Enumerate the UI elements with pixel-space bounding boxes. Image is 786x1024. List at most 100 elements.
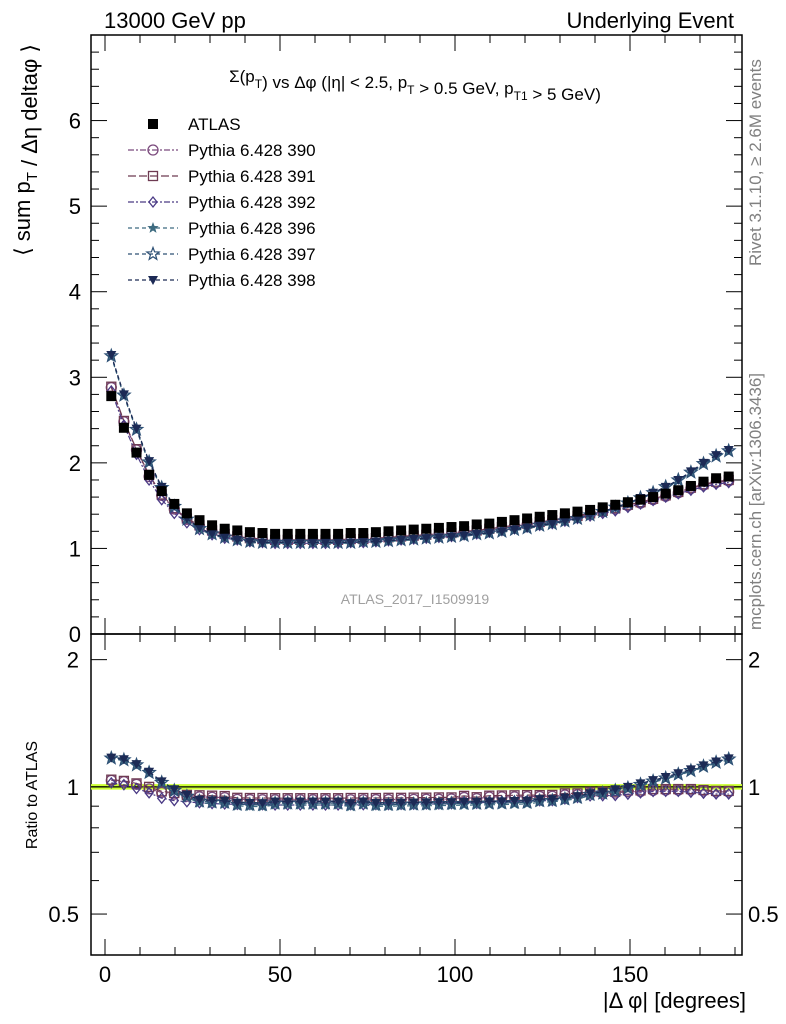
ratio-data-point bbox=[396, 798, 407, 808]
ratio-data-point bbox=[144, 767, 155, 777]
data-point bbox=[534, 511, 545, 522]
data-point bbox=[471, 519, 482, 530]
ratio-data-point bbox=[219, 796, 230, 806]
data-point bbox=[711, 451, 722, 461]
data-point bbox=[648, 492, 659, 503]
data-point bbox=[685, 480, 696, 491]
data-point bbox=[396, 525, 407, 536]
data-point bbox=[144, 469, 155, 480]
ratio-data-point bbox=[370, 798, 381, 808]
ratio-data-point bbox=[169, 794, 180, 807]
main-y-tick-label: 4 bbox=[69, 280, 81, 305]
ratio-data-point bbox=[698, 784, 709, 796]
legend-entry: Pythia 6.428 390 bbox=[128, 141, 316, 160]
legend-label: Pythia 6.428 398 bbox=[188, 271, 316, 290]
ratio-y-tick-label: 2 bbox=[67, 648, 79, 673]
ratio-data-point bbox=[710, 785, 722, 797]
ratio-data-point bbox=[232, 798, 243, 808]
ratio-data-point bbox=[484, 797, 495, 807]
ratio-data-point bbox=[144, 786, 154, 799]
ratio-data-point bbox=[685, 765, 696, 775]
ratio-frame-border bbox=[90, 633, 743, 956]
data-point bbox=[509, 515, 520, 526]
ratio-data-point bbox=[673, 769, 684, 779]
ratio-series-group bbox=[103, 749, 737, 812]
data-point bbox=[635, 494, 646, 505]
data-point bbox=[383, 526, 394, 537]
main-y-tick-label: 3 bbox=[69, 365, 81, 390]
data-point bbox=[660, 488, 671, 499]
plot-title: Σ(pT) vs Δφ (|η| < 2.5, pT > 0.5 GeV, pT… bbox=[229, 67, 601, 104]
legend-marker bbox=[148, 276, 158, 285]
ratio-data-point bbox=[433, 798, 444, 808]
data-point bbox=[219, 533, 230, 543]
data-point bbox=[333, 538, 344, 548]
ratio-data-point bbox=[698, 761, 709, 771]
ratio-data-point bbox=[106, 776, 117, 789]
data-point bbox=[547, 510, 558, 521]
ratio-data-point bbox=[295, 797, 306, 807]
ratio-data-point bbox=[156, 792, 167, 805]
ratio-data-point bbox=[169, 785, 180, 795]
ratio-data-point bbox=[698, 787, 709, 800]
data-point bbox=[698, 476, 709, 487]
main-series-group bbox=[103, 347, 737, 550]
ratio-data-point bbox=[118, 755, 129, 765]
main-y-axis-label: ⟨ sum pT / Δη deltaφ ⟩ bbox=[10, 44, 42, 256]
plot-title-text: Σ(pT) vs Δφ (|η| < 2.5, pT > 0.5 GeV, pT… bbox=[229, 67, 601, 104]
data-point bbox=[320, 528, 331, 539]
legend-label: Pythia 6.428 396 bbox=[188, 219, 316, 238]
header-left: 13000 GeV pp bbox=[104, 8, 246, 33]
data-point bbox=[232, 535, 243, 545]
legend-entry: Pythia 6.428 398 bbox=[128, 271, 316, 290]
data-point bbox=[622, 497, 633, 508]
data-point bbox=[421, 534, 432, 544]
data-point bbox=[156, 486, 167, 497]
ratio-data-point bbox=[648, 776, 659, 786]
ratio-data-point bbox=[408, 798, 419, 808]
data-point bbox=[244, 527, 255, 538]
ratio-data-point bbox=[194, 795, 205, 805]
ratio-data-point bbox=[282, 797, 293, 807]
main-y-tick-label: 2 bbox=[69, 451, 81, 476]
data-point bbox=[572, 514, 583, 524]
data-point bbox=[345, 528, 356, 539]
legend-entry: Pythia 6.428 396 bbox=[128, 219, 316, 238]
data-point bbox=[320, 538, 331, 548]
ratio-data-point bbox=[723, 754, 734, 764]
ratio-data-point bbox=[622, 782, 633, 792]
legend-label: Pythia 6.428 390 bbox=[188, 141, 316, 160]
ratio-data-point bbox=[723, 785, 734, 797]
data-point bbox=[295, 528, 306, 539]
legend-marker bbox=[147, 222, 159, 233]
data-point bbox=[723, 446, 734, 456]
ratio-data-point bbox=[522, 796, 533, 806]
ratio-data-point bbox=[648, 785, 658, 798]
ratio-data-point bbox=[383, 798, 394, 808]
ratio-data-point bbox=[673, 783, 684, 795]
ratio-data-point bbox=[244, 798, 255, 808]
ratio-data-point bbox=[131, 760, 142, 770]
legend-label: ATLAS bbox=[188, 115, 241, 134]
ratio-data-point bbox=[635, 779, 646, 789]
main-plot-frame: 0 1 2 3 4 5 6 bbox=[69, 34, 743, 647]
data-point bbox=[522, 513, 533, 524]
main-y-tick-label: 6 bbox=[69, 109, 81, 134]
ratio-data-point bbox=[257, 799, 268, 809]
data-point bbox=[219, 523, 230, 534]
x-axis-label: |Δ φ| [degrees] bbox=[603, 988, 746, 1013]
data-point bbox=[131, 424, 142, 434]
series-line bbox=[110, 355, 729, 543]
data-point bbox=[547, 519, 558, 529]
ratio-y-axis-label: Ratio to ATLAS bbox=[24, 741, 41, 849]
legend-label: Pythia 6.428 392 bbox=[188, 193, 316, 212]
legend-marker bbox=[147, 170, 159, 182]
data-point bbox=[257, 528, 268, 539]
ratio-data-point bbox=[673, 785, 684, 798]
ratio-data-point bbox=[547, 795, 558, 805]
legend-entry: Pythia 6.428 391 bbox=[128, 167, 316, 186]
data-point bbox=[181, 508, 192, 519]
ratio-data-point bbox=[207, 796, 218, 806]
legend-entry: ATLAS bbox=[148, 115, 241, 134]
